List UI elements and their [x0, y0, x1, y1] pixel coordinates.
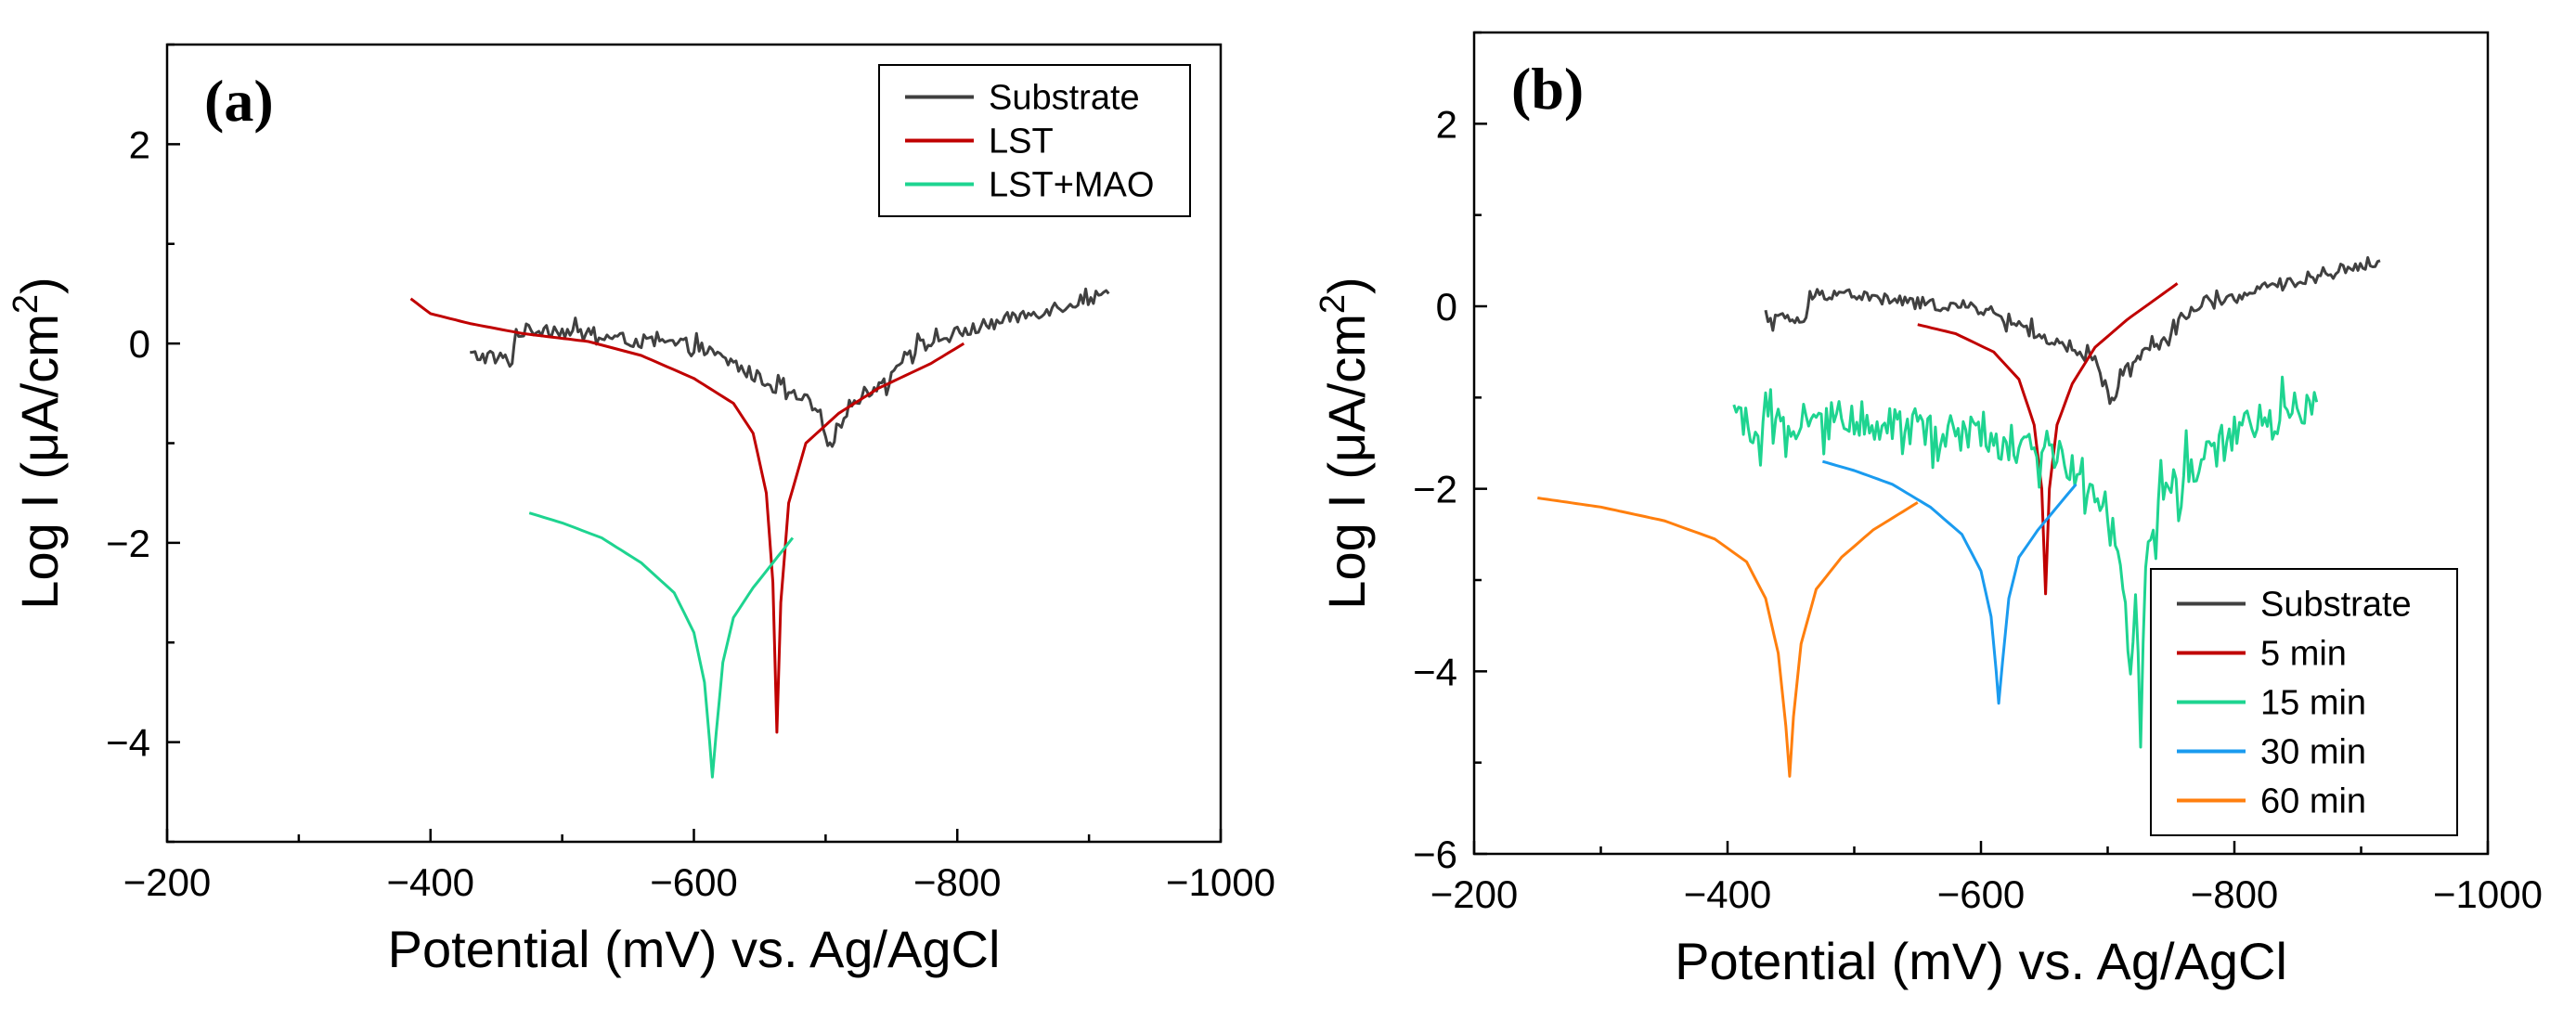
panel-label: (b) — [1511, 56, 1584, 122]
legend-label: LST — [989, 123, 1054, 161]
x-tick-label: −400 — [1684, 872, 1772, 916]
y-tick-label: −2 — [106, 522, 150, 565]
y-tick-label: 0 — [129, 322, 150, 366]
panel-label: (a) — [204, 68, 274, 134]
x-tick-label: −800 — [913, 860, 1002, 904]
x-tick-label: −200 — [123, 860, 212, 904]
series-line-lst — [409, 297, 965, 734]
y-tick-label: 0 — [1436, 285, 1457, 329]
legend-label: 15 min — [2260, 684, 2366, 723]
series-line-substrate — [470, 287, 1110, 448]
series-line-5-min — [1917, 282, 2179, 596]
legend-label: 60 min — [2260, 782, 2366, 821]
legend-label: Substrate — [989, 79, 1140, 118]
series-line-30-min — [1821, 459, 2078, 705]
x-tick-label: −600 — [650, 860, 738, 904]
y-tick-label: −4 — [1413, 650, 1457, 693]
y-tick-label: 2 — [129, 123, 150, 166]
series-line-lst-mao — [528, 511, 795, 779]
x-tick-label: −1000 — [1166, 860, 1275, 904]
series-line-15-min — [1732, 375, 2319, 749]
series-line-60-min — [1537, 497, 1919, 778]
x-tick-label: −800 — [2191, 872, 2279, 916]
legend-label: Substrate — [2260, 586, 2412, 625]
legend: Substrate 5 min 15 min 30 min 60 min — [2150, 568, 2458, 836]
y-tick-label: −6 — [1413, 833, 1457, 876]
legend: Substrate LST LST+MAO — [878, 64, 1191, 217]
legend-label: 5 min — [2260, 635, 2347, 674]
y-axis-title: Log I (μA/cm2) — [1314, 277, 1376, 609]
x-tick-label: −1000 — [2433, 872, 2543, 916]
x-tick-label: −600 — [1937, 872, 2026, 916]
panel-a: −200 −400 −600 −800 −1000 −4 −2 0 2 Potential (mV… — [6, 43, 1275, 978]
x-tick-label: −200 — [1430, 872, 1519, 916]
series-line-substrate — [1764, 256, 2381, 406]
y-axis-title: Log I (μA/cm2) — [6, 277, 69, 609]
x-tick-label: −400 — [386, 860, 474, 904]
legend-label: LST+MAO — [989, 166, 1154, 205]
y-tick-label: −2 — [1413, 468, 1457, 511]
x-axis-title: Potential (mV) vs. Ag/AgCl — [388, 920, 1001, 978]
y-tick-label: −4 — [106, 721, 150, 765]
panel-b: −200 −400 −600 −800 −1000 −6 −4 −2 0 2 Potential (… — [1314, 31, 2543, 990]
y-tick-label: 2 — [1436, 102, 1457, 146]
x-axis-title: Potential (mV) vs. Ag/AgCl — [1675, 932, 2287, 990]
legend-label: 30 min — [2260, 733, 2366, 772]
